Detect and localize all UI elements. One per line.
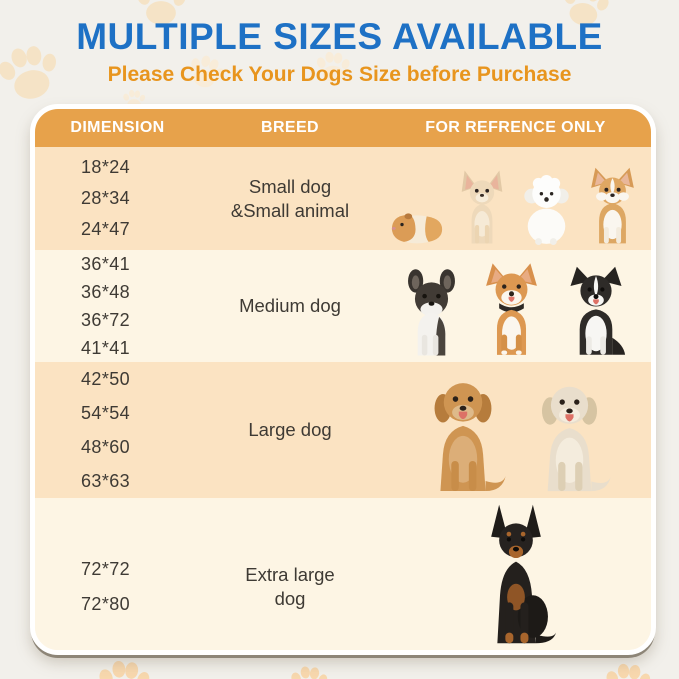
dimension-cell: 72*72 72*80 — [35, 498, 200, 650]
dimension-value: 36*41 — [81, 254, 131, 274]
dimension-value: 28*34 — [81, 188, 131, 208]
reference-images-cell — [380, 250, 651, 362]
guinea-pig-image — [391, 213, 443, 244]
breed-label: &Small animal — [230, 199, 350, 221]
table-row-medium: 36*41 36*48 36*72 41*41 Medium dog — [35, 250, 651, 362]
dimension-value: 48*60 — [81, 437, 131, 457]
border-collie-image — [569, 266, 625, 355]
breed-cell: Small dog &Small animal — [200, 147, 380, 250]
table-row-small: 18*24 28*34 24*47 Small dog &Small anima… — [35, 147, 651, 250]
dimension-value: 36*72 — [81, 310, 131, 330]
labrador-image — [541, 386, 611, 492]
dimension-value: 63*63 — [81, 471, 131, 491]
paw-print-icon — [600, 656, 656, 679]
page-subtitle: Please Check Your Dogs Size before Purch… — [107, 63, 572, 86]
breed-label: Extra large — [245, 564, 335, 585]
chihuahua-image — [461, 170, 503, 244]
reference-images-cell — [380, 362, 651, 498]
header-dimension: DIMENSION — [70, 119, 165, 136]
dimension-value: 72*72 — [81, 559, 131, 579]
breed-label: Small dog — [248, 175, 332, 197]
header-reference: FOR REFRENCE ONLY — [425, 119, 606, 136]
breed-label: dog — [274, 588, 306, 609]
bichon-frise-image — [524, 174, 569, 245]
breed-cell: Medium dog — [200, 250, 380, 362]
dimension-value: 24*47 — [81, 219, 131, 239]
breed-cell: Large dog — [200, 362, 380, 498]
doberman-image — [490, 504, 556, 644]
table-row-extra-large: 72*72 72*80 Extra large dog — [35, 498, 651, 650]
reference-images-cell — [380, 498, 651, 650]
dimension-value: 72*80 — [81, 594, 131, 614]
corgi-image — [591, 167, 634, 244]
french-bulldog-image — [407, 269, 455, 356]
dimension-value: 18*24 — [81, 157, 131, 177]
dimension-cell: 36*41 36*48 36*72 41*41 — [35, 250, 200, 362]
dimension-value: 36*48 — [81, 282, 131, 302]
table-header-row: DIMENSION BREED FOR REFRENCE ONLY — [35, 109, 651, 147]
reference-images-cell — [380, 147, 651, 250]
breed-label: Large dog — [248, 419, 332, 440]
dimension-cell: 42*50 54*54 48*60 63*63 — [35, 362, 200, 498]
size-table-card: DIMENSION BREED FOR REFRENCE ONLY 18*24 … — [30, 104, 656, 655]
golden-retriever-image — [434, 383, 506, 492]
breed-label: Medium dog — [239, 295, 341, 316]
breed-cell: Extra large dog — [200, 498, 380, 650]
header-breed: BREED — [260, 119, 319, 136]
dimension-value: 41*41 — [81, 338, 131, 358]
dimension-value: 42*50 — [81, 369, 131, 389]
paw-print-icon — [92, 652, 156, 679]
shiba-inu-image — [485, 263, 537, 355]
dimension-value: 54*54 — [81, 403, 131, 423]
page-title: MULTIPLE SIZES AVAILABLE — [76, 16, 603, 57]
dimension-cell: 18*24 28*34 24*47 — [35, 147, 200, 250]
paw-print-icon — [286, 660, 332, 679]
table-row-large: 42*50 54*54 48*60 63*63 Large dog — [35, 362, 651, 498]
